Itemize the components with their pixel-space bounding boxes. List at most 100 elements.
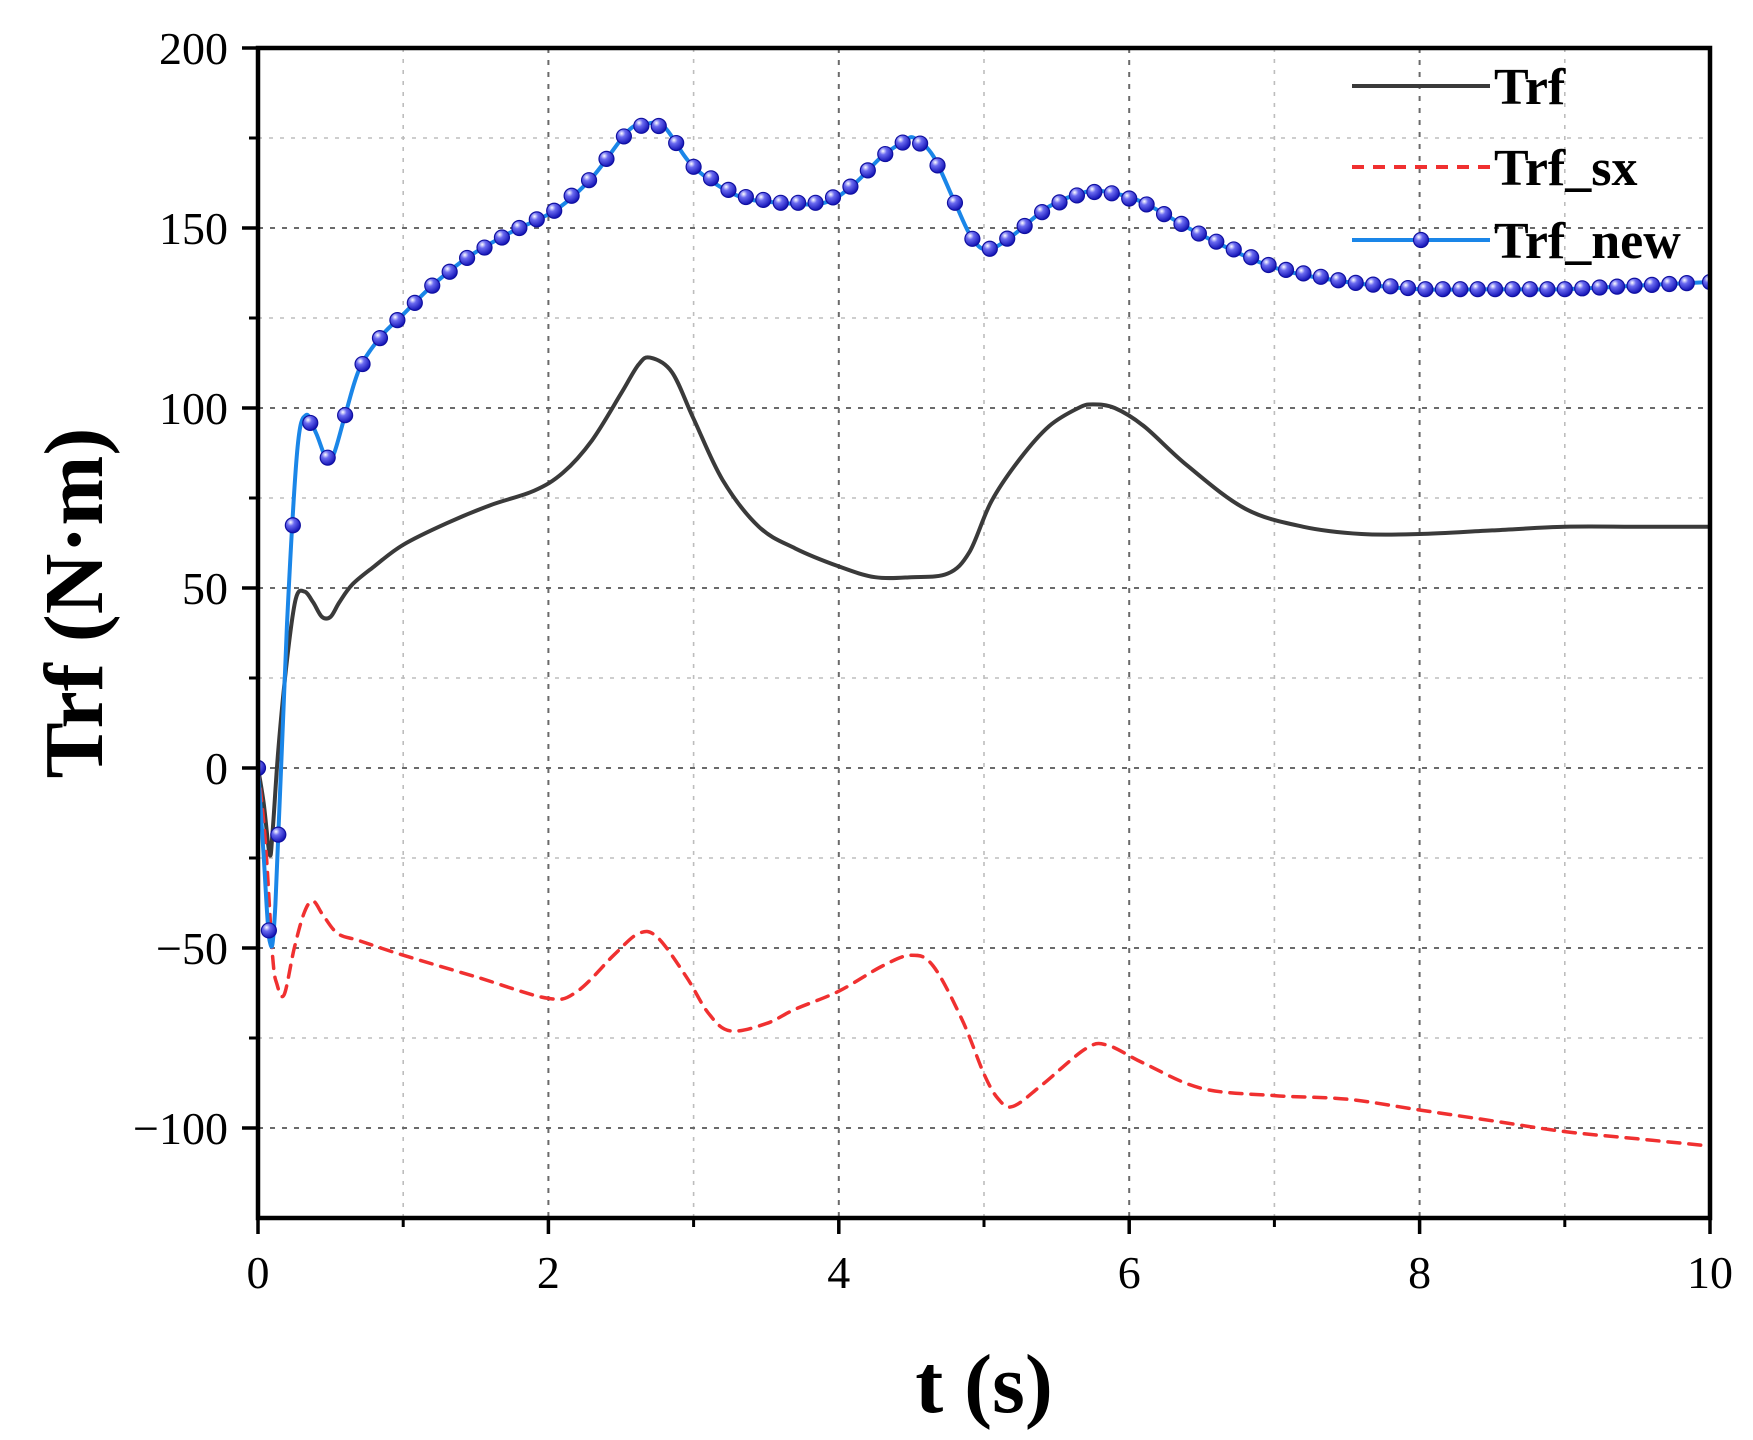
data-point-trf-new (1643, 276, 1661, 293)
data-point-trf-new (441, 263, 458, 280)
data-point-trf-new (1574, 280, 1591, 297)
data-point-trf-new (371, 330, 389, 347)
y-tick-label: 0 (205, 743, 228, 794)
y-tick-label: 200 (159, 23, 228, 74)
data-point-trf-new (406, 294, 423, 311)
data-point-trf-new (1365, 276, 1382, 293)
data-point-trf-new (946, 194, 964, 211)
data-point-trf-new (1591, 279, 1608, 296)
data-point-trf-new (1208, 233, 1225, 250)
data-point-trf-new (1138, 196, 1155, 213)
x-tick-label: 6 (1118, 1247, 1141, 1298)
data-point-trf-new (1173, 215, 1190, 232)
x-tick-label: 10 (1687, 1247, 1733, 1298)
data-point-trf-new (1434, 281, 1451, 298)
data-point-trf-new (511, 219, 528, 237)
legend-marker-trf-new (1412, 231, 1430, 249)
series-layer (258, 117, 1710, 1148)
data-point-trf-new (1033, 204, 1051, 221)
x-tick-label: 4 (827, 1247, 850, 1298)
data-point-trf-new (1678, 275, 1695, 292)
data-point-trf-new (319, 449, 336, 466)
data-point-trf-new (528, 211, 545, 228)
data-point-trf-new (284, 517, 301, 534)
data-point-trf-new (1487, 281, 1504, 298)
data-point-trf-new (424, 277, 441, 294)
y-tick-label: 150 (159, 203, 228, 254)
data-point-trf-new (1225, 241, 1242, 258)
data-point-trf-new (1295, 265, 1312, 282)
y-tick-label: −50 (156, 923, 228, 974)
data-point-trf-new (1190, 225, 1207, 242)
y-tick-label: 50 (182, 563, 228, 614)
legend-label-trf: Trf (1494, 59, 1566, 116)
data-point-trf-new (546, 202, 563, 219)
data-point-trf-new (650, 117, 667, 135)
data-point-trf-new (912, 135, 929, 152)
data-point-trf-new (1068, 187, 1086, 204)
data-point-trf-new (580, 172, 598, 189)
data-point-trf-new (1260, 256, 1277, 274)
data-point-trf-new (354, 355, 371, 373)
legend: Trf Trf_sx Trf_new (1352, 59, 1681, 270)
data-point-trf-new (1399, 279, 1417, 297)
x-tick-label: 0 (247, 1247, 270, 1298)
x-axis-title: t (s) (915, 1338, 1053, 1431)
data-point-trf-new (337, 407, 354, 424)
data-point-trf-new (668, 134, 685, 152)
data-point-trf-new (1504, 281, 1521, 298)
legend-label-trf-new: Trf_new (1494, 213, 1681, 270)
data-point-trf-new (807, 194, 824, 211)
data-point-trf-new (302, 414, 319, 432)
data-point-trf-new (894, 134, 911, 151)
data-point-trf-new (877, 145, 894, 163)
data-point-trf-new (1521, 281, 1539, 298)
data-point-trf-new (929, 157, 946, 174)
data-point-trf-new (563, 187, 580, 204)
data-point-trf-new (1347, 274, 1364, 291)
data-point-trf-new (260, 922, 277, 939)
data-point-trf-new (458, 249, 476, 267)
data-point-trf-new (493, 229, 511, 246)
data-point-trf-new (1661, 275, 1678, 293)
x-tick-label: 2 (537, 1247, 560, 1298)
series-line-trf-sx (258, 766, 1710, 1148)
data-point-trf-new (1016, 217, 1033, 235)
data-point-trf-new (964, 230, 981, 247)
data-point-trf-new (1243, 249, 1260, 266)
data-point-trf-new (1103, 185, 1120, 202)
data-point-trf-new (772, 194, 789, 211)
data-point-trf-new (720, 181, 737, 198)
data-point-trf-new (270, 826, 287, 843)
data-point-trf-new (755, 191, 772, 209)
y-tick-label: −100 (133, 1103, 228, 1154)
data-point-trf-new (598, 150, 615, 167)
data-point-trf-new (1086, 183, 1103, 201)
data-point-trf-new (842, 178, 859, 195)
data-point-trf-new (1452, 281, 1469, 298)
data-point-trf-new (702, 170, 720, 187)
series-line-trf (258, 355, 1710, 858)
data-point-trf-new (633, 117, 650, 134)
data-point-trf-new (1469, 281, 1486, 298)
data-point-trf-new (859, 162, 876, 179)
data-point-trf-new (999, 230, 1016, 247)
data-point-trf-new (1330, 272, 1347, 289)
axes: 0 2 4 6 8 10 200 150 100 50 0 −50 −100 t (s) Trf (N·m) (28, 23, 1733, 1431)
data-point-trf-new (790, 194, 807, 211)
data-point-trf-new (615, 128, 633, 145)
data-point-trf-new (1312, 268, 1329, 285)
data-point-trf-new (1051, 194, 1068, 211)
data-point-trf-new (737, 188, 754, 206)
x-tick-label: 8 (1408, 1247, 1431, 1298)
data-point-trf-new (389, 312, 406, 329)
data-point-trf-new (1417, 281, 1434, 298)
data-point-trf-new (1556, 281, 1573, 298)
data-point-trf-new (1155, 206, 1173, 223)
data-point-trf-new (685, 158, 702, 175)
data-point-trf-new (1608, 278, 1626, 295)
data-point-trf-new (1121, 190, 1138, 207)
legend-label-trf-sx: Trf_sx (1494, 140, 1637, 197)
grid (258, 48, 1710, 1218)
